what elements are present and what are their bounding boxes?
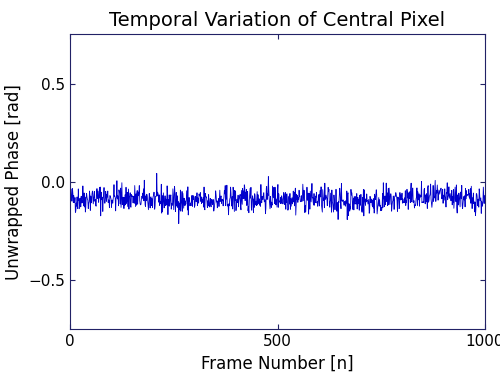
X-axis label: Frame Number [n]: Frame Number [n] (201, 355, 354, 373)
Title: Temporal Variation of Central Pixel: Temporal Variation of Central Pixel (110, 11, 446, 30)
Y-axis label: Unwrapped Phase [rad]: Unwrapped Phase [rad] (4, 84, 22, 280)
